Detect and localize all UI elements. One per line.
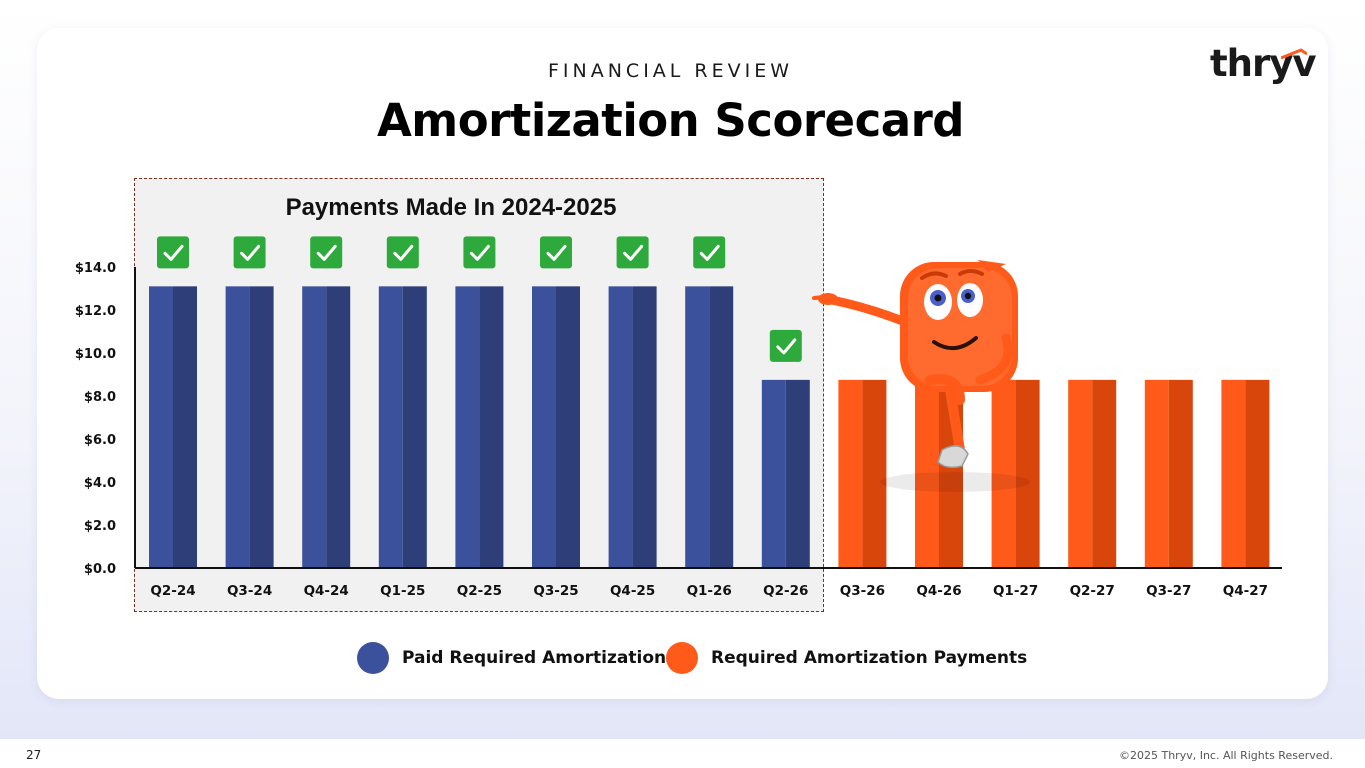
bar-shade [1168,379,1193,568]
bar [915,379,939,568]
bar-shade [709,286,734,568]
bar-shade [402,286,427,568]
x-tick-label: Q1-27 [993,583,1038,599]
bar-shade [1015,379,1040,568]
footer-bar [0,739,1365,768]
x-tick-label: Q3-25 [533,583,578,599]
y-tick-label: $14.0 [75,261,116,276]
checkmark-icon [623,244,644,261]
page-number: 27 [26,748,42,762]
x-tick-label: Q1-25 [380,583,425,599]
legend-swatch-required [666,642,698,674]
x-tick-label: Q2-26 [763,583,808,599]
bar [838,379,863,568]
y-tick-label: $6.0 [84,433,116,448]
paid-check-icon [386,236,419,269]
checkmark-icon [316,244,337,261]
paid-check-icon [157,236,189,269]
y-tick-label: $8.0 [84,390,116,405]
y-tick-label: $2.0 [84,519,116,534]
checkmark-icon [240,244,261,261]
x-tick-label: Q3-26 [840,583,885,599]
paid-period-label: Payments Made In 2024-2025 [285,194,617,221]
bar [1068,379,1093,568]
bar [991,379,1016,568]
copyright-notice: ©2025 Thryv, Inc. All Rights Reserved. [1119,749,1333,762]
bar [225,286,250,568]
x-tick-label: Q3-27 [1146,583,1191,599]
bar [532,286,556,568]
bar-shade [556,286,580,568]
x-tick-label: Q4-25 [610,583,655,599]
page-title: Amortization Scorecard [376,94,965,147]
legend-item-required: Required Amortization Payments [666,642,1027,674]
bar-shade [1092,379,1117,568]
bar-shade [326,286,351,568]
x-tick-label: Q3-24 [227,583,272,599]
x-tick-label: Q4-27 [1223,583,1268,599]
x-tick-label: Q2-24 [150,583,195,599]
mascot-illustration [812,260,1030,492]
x-tick-label: Q1-26 [687,583,732,599]
y-tick-label: $0.0 [84,562,116,577]
paid-check-icon [693,236,726,269]
x-tick-label: Q4-26 [916,583,961,599]
paid-check-icon [310,236,343,269]
checkmark-icon [163,244,184,261]
y-tick-label: $4.0 [84,476,116,491]
checkmark-icon [776,338,797,355]
y-tick-label: $12.0 [75,304,116,319]
bar-shade [173,286,197,568]
checkmark-icon [469,244,490,261]
bar [1221,379,1246,568]
logo-chevron-icon [1281,48,1307,60]
bar [761,379,786,568]
bar-shade [862,379,887,568]
paid-check-icon [616,236,649,269]
bar [1144,379,1169,568]
paid-check-icon [463,236,496,269]
checkmark-icon [546,244,567,261]
brand-logo: thryv [1210,42,1317,85]
legend-label-required: Required Amortization Payments [711,648,1028,668]
legend-item-paid: Paid Required Amortization [357,642,666,674]
bar-shade [785,379,810,568]
x-tick-label: Q2-25 [457,583,502,599]
bar-shade [479,286,504,568]
y-tick-label: $10.0 [75,347,116,362]
paid-check-icon [233,236,266,269]
bar [455,286,480,568]
legend-swatch-paid [357,642,389,674]
bar-shade [249,286,274,568]
bar [149,286,173,568]
bar-shade [1245,379,1270,568]
paid-check-icon [540,236,572,269]
bar [608,286,633,568]
bar-shade [632,286,657,568]
checkmark-icon [699,244,720,261]
checkmark-icon [393,244,414,261]
amortization-bar-chart: $0.0 $2.0 $4.0 $6.0 $8.0 $10.0 $12.0 $14.0 Q2-24… [75,236,1282,599]
bar [685,286,710,568]
bar [378,286,403,568]
eyebrow-label: FINANCIAL REVIEW [547,60,794,82]
legend-label-paid: Paid Required Amortization [402,648,667,668]
bar [302,286,327,568]
paid-check-icon [769,329,802,362]
x-tick-label: Q4-24 [304,583,349,599]
x-tick-label: Q2-27 [1070,583,1115,599]
